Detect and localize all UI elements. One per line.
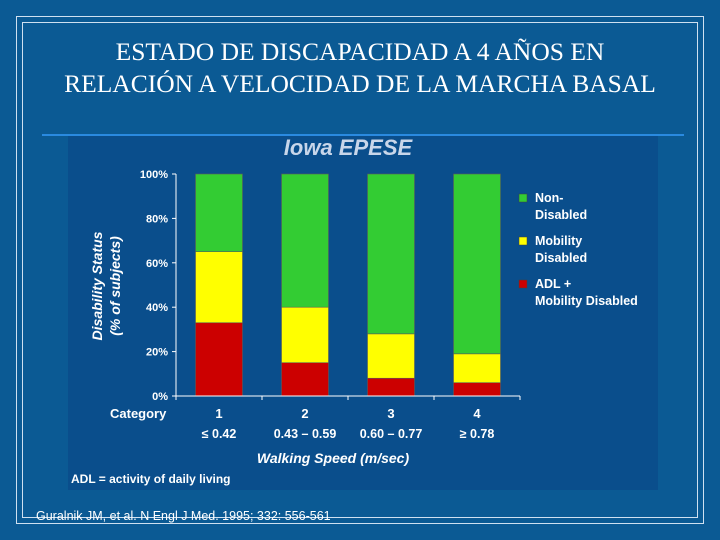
legend-label-line-2: Disabled — [535, 208, 587, 222]
x-speed-label: ≤ 0.42 — [202, 427, 237, 441]
y-axis: 0% 20% 40% 60% 80% 100% — [140, 169, 177, 403]
category-header: Category — [110, 406, 167, 421]
bar-cat2-series0 — [281, 362, 329, 397]
x-speed-label: 0.60 – 0.77 — [360, 427, 423, 441]
legend-swatch — [518, 236, 528, 246]
bar-group — [195, 173, 501, 397]
x-category-label: 1 — [215, 406, 222, 421]
x-category-label: 2 — [301, 406, 308, 421]
legend: Non- Disabled Mobility Disabled ADL + Mobilit… — [518, 191, 638, 308]
y-tick-label: 40% — [146, 302, 168, 314]
legend-label-line-2: Mobility Disabled — [535, 294, 638, 308]
legend-label-line-1: ADL + — [535, 277, 571, 291]
citation: Guralnik JM, et al. N Engl J Med. 1995; … — [36, 509, 331, 523]
title-underline — [42, 134, 684, 136]
x-axis-label: Walking Speed (m/sec) — [257, 450, 410, 466]
footnote: ADL = activity of daily living — [71, 472, 231, 486]
y-tick-label: 80% — [146, 213, 168, 225]
bar-cat1-series2 — [195, 173, 243, 252]
bar-cat1-series1 — [195, 251, 243, 324]
bar-cat4-series0 — [453, 382, 501, 397]
y-tick-label: 100% — [140, 169, 168, 181]
legend-swatch — [518, 193, 528, 203]
x-category-label: 4 — [473, 406, 481, 421]
legend-swatch — [518, 279, 528, 289]
slide-title-line-1: ESTADO DE DISCAPACIDAD A 4 AÑOS EN — [115, 37, 605, 66]
chart-panel: Iowa EPESE Disability Status (% of subje… — [68, 135, 658, 490]
bar-cat2-series2 — [281, 173, 329, 308]
bar-cat3-series2 — [367, 173, 415, 335]
bar-cat3-series0 — [367, 377, 415, 397]
slide-frame-inner — [22, 22, 698, 518]
y-axis-label-line-1: Disability Status — [89, 231, 105, 340]
stacked-bar-chart: Iowa EPESE Disability Status (% of subje… — [71, 135, 638, 486]
legend-label-line-2: Disabled — [535, 251, 587, 265]
bar-cat4-series2 — [453, 173, 501, 355]
y-tick-label: 60% — [146, 258, 168, 270]
legend-label-line-1: Non- — [535, 191, 563, 205]
bar-cat4-series1 — [453, 353, 501, 383]
slide-frame-outer — [16, 16, 704, 524]
x-category-label: 3 — [387, 406, 394, 421]
chart-title: Iowa EPESE — [284, 136, 414, 160]
bar-cat2-series1 — [281, 306, 329, 363]
bar-cat1-series0 — [195, 322, 243, 397]
legend-label-line-1: Mobility — [535, 234, 582, 248]
x-speed-label: 0.43 – 0.59 — [274, 427, 337, 441]
slide-title: ESTADO DE DISCAPACIDAD A 4 AÑOS EN RELAC… — [20, 36, 700, 100]
y-tick-label: 20% — [146, 347, 168, 359]
x-speed-label: ≥ 0.78 — [460, 427, 495, 441]
y-tick-label: 0% — [152, 391, 168, 403]
bar-cat3-series1 — [367, 333, 415, 379]
y-axis-label-line-2: (% of subjects) — [107, 236, 123, 336]
x-axis: 1 ≤ 0.42 2 0.43 – 0.59 3 0.60 – 0.77 4 ≥ 0.78 — [175, 395, 521, 441]
slide-title-line-2: RELACIÓN A VELOCIDAD DE LA MARCHA BASAL — [64, 69, 656, 98]
